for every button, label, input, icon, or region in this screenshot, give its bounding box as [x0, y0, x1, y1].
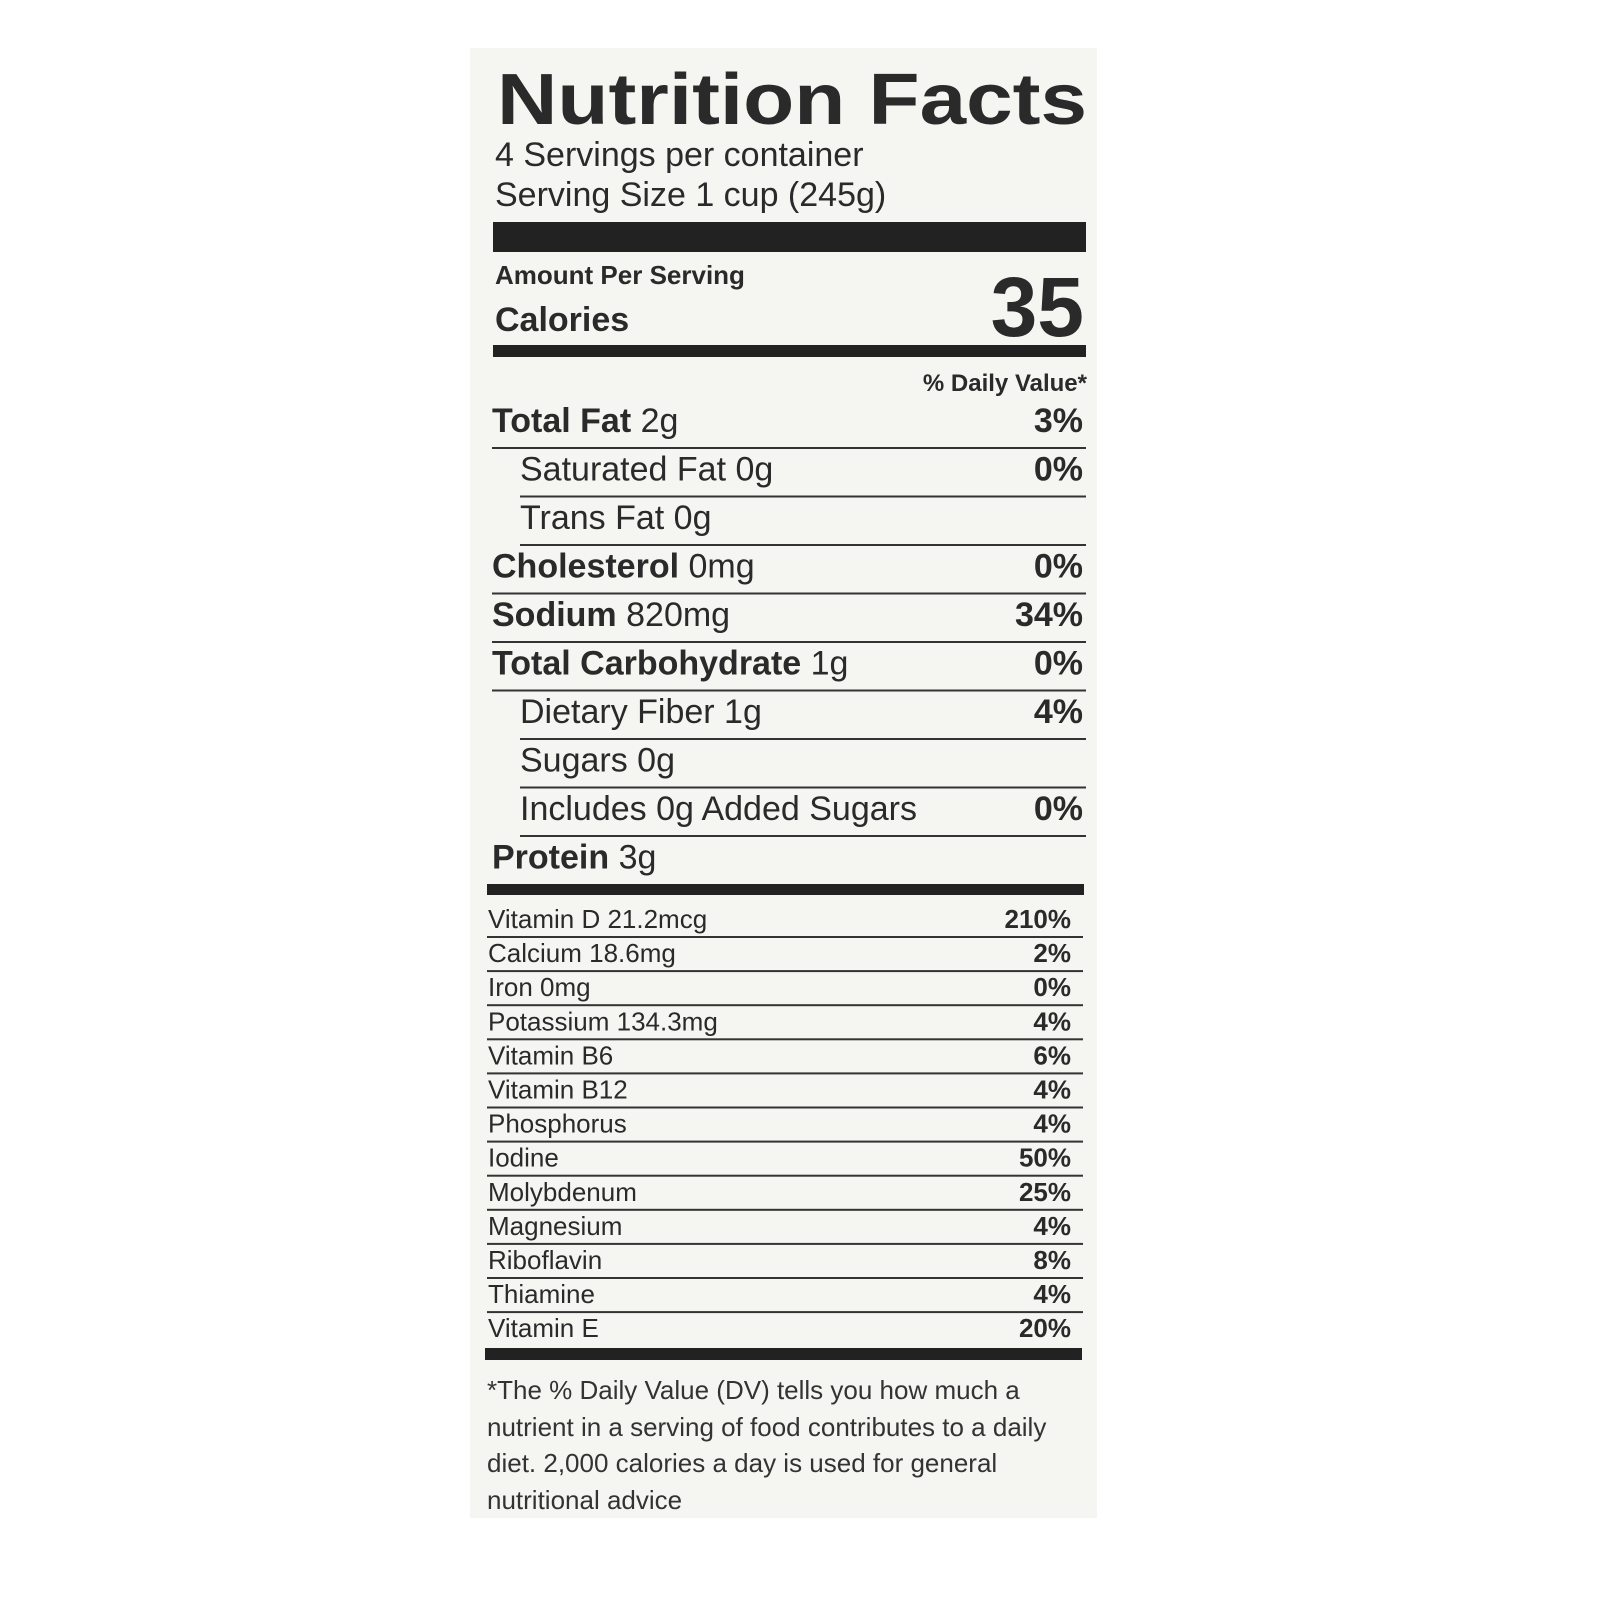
nutrient-name: Total Fat — [492, 402, 631, 440]
thick-bar — [485, 1348, 1082, 1360]
divider — [520, 544, 1086, 546]
vitamin-dv: 8% — [1033, 1245, 1071, 1275]
vitamin-name: Riboflavin — [488, 1245, 602, 1275]
vitamin-dv: 2% — [1033, 938, 1071, 968]
sub-nutrient: Saturated Fat 0g — [520, 451, 773, 489]
title: Nutrition Facts — [497, 60, 1087, 140]
daily-value: 4% — [1034, 693, 1083, 731]
divider — [520, 495, 1086, 498]
nutrient-amount: 2g — [641, 402, 679, 440]
vitamin-dv: 6% — [1033, 1040, 1071, 1070]
divider — [492, 592, 1086, 595]
vitamin-name: Phosphorus — [488, 1109, 627, 1139]
divider — [492, 447, 1086, 449]
vitamin-dv: 4% — [1033, 1109, 1071, 1139]
divider — [487, 1208, 1083, 1211]
vitamin-name: Calcium 18.6mg — [488, 938, 676, 968]
vitamin-name: Vitamin B6 — [488, 1040, 613, 1070]
vitamin-dv: 4% — [1033, 1006, 1071, 1036]
divider — [487, 1140, 1083, 1143]
daily-value: 0% — [1034, 645, 1083, 683]
divider — [487, 970, 1083, 973]
daily-value: 0% — [1034, 548, 1083, 586]
calories-value: 35 — [991, 260, 1084, 354]
daily-value: 0% — [1034, 790, 1083, 828]
nutrient-row: Protein 3g — [492, 839, 656, 877]
vitamin-name: Iodine — [488, 1143, 559, 1173]
divider — [520, 738, 1086, 740]
vitamin-name: Vitamin B12 — [488, 1075, 628, 1105]
divider — [492, 689, 1086, 692]
vitamin-dv: 50% — [1019, 1143, 1071, 1173]
divider — [492, 641, 1086, 643]
vitamin-name: Magnesium — [488, 1211, 622, 1241]
serving-size: Serving Size 1 cup (245g) — [495, 176, 886, 214]
divider — [487, 1277, 1083, 1279]
divider — [487, 1174, 1083, 1177]
medium-bar — [493, 345, 1086, 357]
footnote: *The % Daily Value (DV) tells you how mu… — [487, 1375, 1047, 1515]
thick-bar — [493, 222, 1086, 252]
vitamin-name: Iron 0mg — [488, 972, 591, 1002]
vitamin-name: Vitamin E — [488, 1313, 599, 1343]
nutrient-amount: 1g — [811, 645, 849, 683]
divider — [520, 786, 1086, 789]
vitamin-name: Molybdenum — [488, 1177, 637, 1207]
vitamin-dv: 210% — [1005, 904, 1072, 934]
nutrient-name: Cholesterol — [492, 548, 679, 586]
divider — [487, 1004, 1083, 1007]
vitamin-dv: 0% — [1033, 972, 1071, 1002]
nutrient-name: Total Carbohydrate — [492, 645, 801, 683]
amount-per-serving: Amount Per Serving — [495, 260, 745, 290]
label-panel — [470, 48, 1097, 1518]
vitamin-name: Potassium 134.3mg — [488, 1006, 718, 1036]
thick-bar — [487, 884, 1084, 895]
divider — [520, 835, 1086, 837]
sub-nutrient: Sugars 0g — [520, 742, 675, 780]
nutrient-amount: 0mg — [689, 548, 755, 586]
vitamin-dv: 4% — [1033, 1211, 1071, 1241]
nutrient-name: Sodium — [492, 596, 617, 634]
sub-nutrient: Includes 0g Added Sugars — [520, 790, 917, 828]
daily-value: 0% — [1034, 451, 1083, 489]
divider — [487, 936, 1083, 938]
daily-value: 34% — [1015, 596, 1083, 634]
sub-nutrient: Dietary Fiber 1g — [520, 693, 762, 731]
nutrient-row: Cholesterol 0mg — [492, 548, 755, 586]
nutrient-amount: 820mg — [626, 596, 730, 634]
divider — [487, 1311, 1083, 1314]
vitamin-dv: 20% — [1019, 1313, 1071, 1343]
servings: 4 Servings per container — [495, 136, 864, 174]
sub-nutrient: Trans Fat 0g — [520, 499, 711, 537]
nutrient-row: Sodium 820mg — [492, 596, 730, 634]
vitamin-name: Vitamin D 21.2mcg — [488, 904, 707, 934]
divider — [487, 1242, 1083, 1245]
vitamin-name: Thiamine — [488, 1279, 595, 1309]
daily-value: 3% — [1034, 402, 1083, 440]
divider — [487, 1038, 1083, 1041]
nutrient-row: Total Fat 2g — [492, 402, 678, 440]
vitamin-dv: 4% — [1033, 1075, 1071, 1105]
calories-label: Calories — [495, 301, 629, 339]
vitamin-dv: 25% — [1019, 1177, 1071, 1207]
nutrient-name: Protein — [492, 839, 609, 877]
nutrient-amount: 3g — [619, 839, 657, 877]
dv-header: % Daily Value* — [923, 370, 1088, 397]
vitamin-dv: 4% — [1033, 1279, 1071, 1309]
nutrient-row: Total Carbohydrate 1g — [492, 645, 848, 683]
divider — [487, 1106, 1083, 1109]
divider — [487, 1072, 1083, 1075]
